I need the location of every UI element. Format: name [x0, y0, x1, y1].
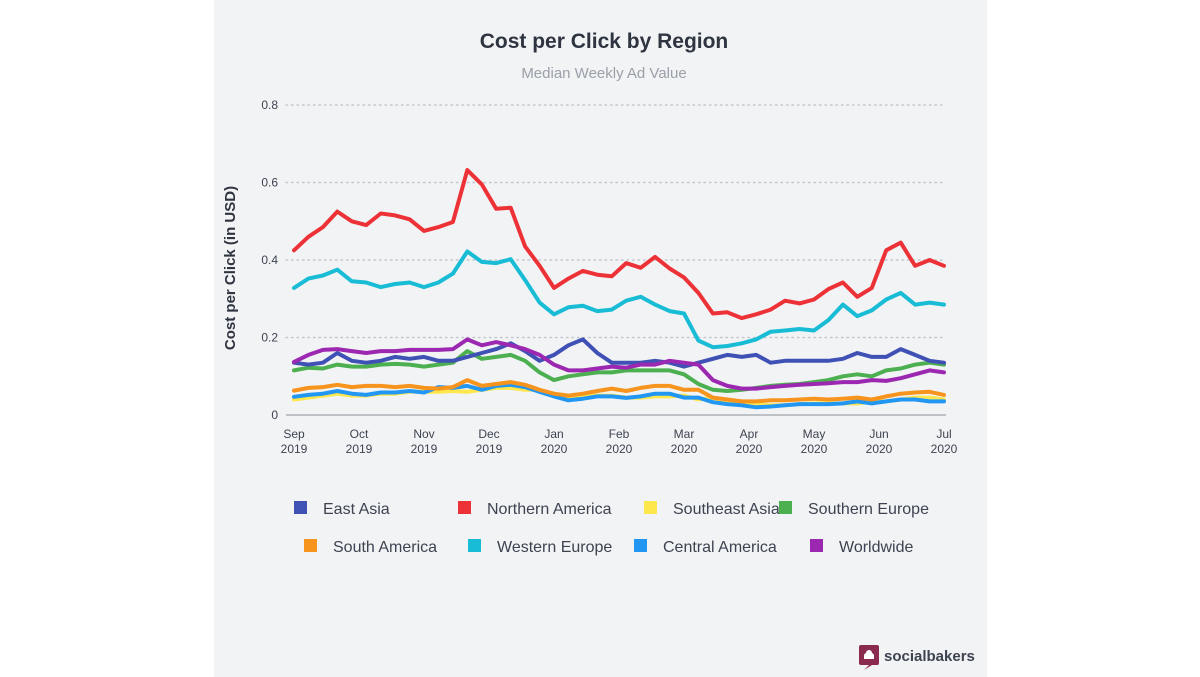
- x-tick-month: Jan: [544, 427, 563, 441]
- legend: East Asia Northern America Southeast Asia S…: [294, 501, 929, 556]
- legend-swatch: [458, 501, 471, 514]
- chart: Cost per Click by Region Median Weekly A…: [222, 30, 975, 670]
- y-axis-label: Cost per Click (in USD): [222, 186, 239, 350]
- legend-swatch: [644, 501, 657, 514]
- logo-tail: [864, 665, 872, 670]
- y-tick-label: 0: [271, 408, 278, 422]
- y-tick-label: 0.2: [261, 331, 278, 345]
- series-line-northern-america: [292, 168, 946, 321]
- legend-label: East Asia: [323, 501, 390, 518]
- x-tick-year: 2020: [671, 442, 698, 456]
- chart-subtitle: Median Weekly Ad Value: [521, 65, 686, 82]
- x-tick-month: Jun: [869, 427, 888, 441]
- legend-label: Central America: [663, 539, 777, 556]
- legend-swatch: [779, 501, 792, 514]
- legend-swatch: [634, 539, 647, 552]
- x-axis: Sep2019Oct2019Nov2019Dec2019Jan2020Feb20…: [281, 427, 958, 456]
- legend-label: Western Europe: [497, 539, 612, 556]
- socialbakers-logo: socialbakers: [859, 645, 975, 670]
- y-axis: 0 0.2 0.4 0.6 0.8: [261, 98, 278, 422]
- series-line-western-europe: [292, 249, 946, 350]
- y-tick-label: 0.6: [261, 176, 278, 190]
- x-tick-year: 2019: [411, 442, 438, 456]
- x-tick-year: 2019: [281, 442, 308, 456]
- x-tick-month: Apr: [740, 427, 759, 441]
- legend-label: Worldwide: [839, 539, 914, 556]
- series-line-central-america: [292, 382, 946, 410]
- x-tick-month: Feb: [609, 427, 630, 441]
- chart-card: Cost per Click by Region Median Weekly A…: [214, 0, 987, 677]
- series-line-worldwide: [292, 337, 946, 391]
- x-tick-year: 2020: [931, 442, 958, 456]
- legend-label: Southeast Asia: [673, 501, 780, 518]
- chef-hat-icon: [863, 650, 875, 659]
- x-tick-year: 2020: [541, 442, 568, 456]
- legend-swatch: [294, 501, 307, 514]
- y-tick-label: 0.8: [261, 98, 278, 112]
- series-line-southern-europe: [292, 349, 946, 393]
- x-tick-month: May: [803, 427, 826, 441]
- x-tick-month: Mar: [674, 427, 695, 441]
- x-tick-year: 2020: [736, 442, 763, 456]
- x-tick-month: Sep: [283, 427, 305, 441]
- x-tick-year: 2019: [346, 442, 373, 456]
- x-tick-month: Dec: [478, 427, 499, 441]
- legend-label: South America: [333, 539, 437, 556]
- gridlines: [285, 104, 947, 416]
- series-line-east-asia: [292, 337, 946, 369]
- legend-swatch: [468, 539, 481, 552]
- series-line-south-america: [292, 378, 946, 404]
- legend-swatch: [810, 539, 823, 552]
- x-tick-month: Oct: [350, 427, 369, 441]
- y-tick-label: 0.4: [261, 253, 278, 267]
- legend-swatch: [304, 539, 317, 552]
- brand-name: socialbakers: [884, 648, 975, 665]
- x-tick-year: 2020: [801, 442, 828, 456]
- x-tick-month: Nov: [413, 427, 434, 441]
- x-tick-year: 2019: [476, 442, 503, 456]
- x-tick-year: 2020: [866, 442, 893, 456]
- series-lines: [292, 168, 946, 410]
- x-tick-year: 2020: [606, 442, 633, 456]
- legend-label: Northern America: [487, 501, 612, 518]
- chart-title: Cost per Click by Region: [480, 30, 729, 53]
- x-tick-month: Jul: [936, 427, 951, 441]
- legend-label: Southern Europe: [808, 501, 929, 518]
